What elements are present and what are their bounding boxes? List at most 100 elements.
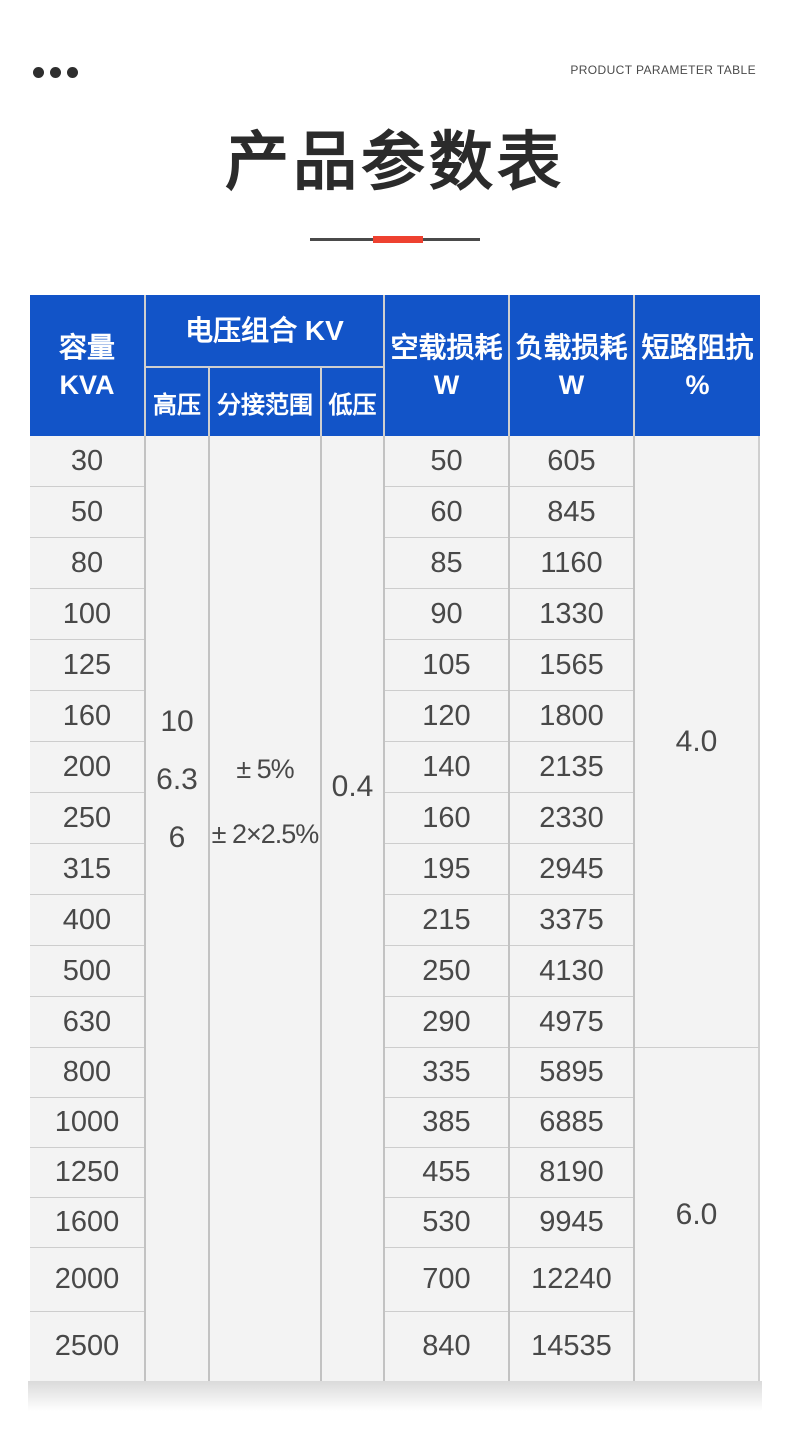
no-load-loss-cell: 140 xyxy=(385,742,508,793)
capacity-cell: 125 xyxy=(30,640,144,691)
column-header-capacity: 容量 KVA xyxy=(30,295,146,436)
load-loss-cell: 1160 xyxy=(510,538,633,589)
capacity-cell: 80 xyxy=(30,538,144,589)
no-load-loss-cell: 840 xyxy=(422,1330,471,1362)
no-load-loss-cell: 290 xyxy=(385,997,508,1048)
column-header-capacity-line1: 容量 xyxy=(58,331,115,363)
load-loss-cell: 8190 xyxy=(510,1148,633,1198)
tap-range-value: ± 2×2.5% xyxy=(211,819,320,849)
load-loss-cell: 845 xyxy=(510,487,633,538)
column-header-load-loss-line1: 负载损耗 xyxy=(515,331,628,363)
capacity-cell: 1250 xyxy=(30,1148,144,1198)
table-bottom-shadow xyxy=(28,1381,762,1411)
no-load-loss-cell: 215 xyxy=(385,895,508,946)
divider-red-accent xyxy=(373,236,423,243)
load-loss-cell: 4975 xyxy=(510,997,633,1048)
capacity-column: 30 50 80 100 125 160 200 250 315 400 500 630 800 1000… xyxy=(30,436,146,1381)
capacity-cell: 160 xyxy=(30,691,144,742)
no-load-loss-cell: 455 xyxy=(385,1148,508,1198)
load-loss-cell: 12240 xyxy=(510,1248,633,1312)
load-loss-cell: 1330 xyxy=(510,589,633,640)
column-header-capacity-line2: KVA xyxy=(59,369,115,400)
capacity-cell: 1600 xyxy=(30,1198,144,1248)
column-header-short-circuit-impedance: 短路阻抗 % xyxy=(635,295,760,436)
no-load-loss-cell: 250 xyxy=(385,946,508,997)
no-load-loss-cell: 120 xyxy=(385,691,508,742)
capacity-cell: 50 xyxy=(30,487,144,538)
column-header-no-load-loss: 空载损耗 W xyxy=(385,295,510,436)
load-loss-cell: 2330 xyxy=(510,793,633,844)
column-header-low-voltage-label: 低压 xyxy=(328,391,377,419)
column-header-voltage-combination-label: 电压组合 KV xyxy=(185,314,344,346)
column-header-short-circuit-impedance-line1: 短路阻抗 xyxy=(641,331,754,363)
capacity-cell: 800 xyxy=(30,1048,144,1098)
column-header-short-circuit-impedance-line2: % xyxy=(685,369,710,400)
column-header-tap-range-label: 分接范围 xyxy=(217,391,313,419)
column-header-no-load-loss-line2: W xyxy=(433,369,460,400)
capacity-cell: 100 xyxy=(30,589,144,640)
no-load-loss-cell: 530 xyxy=(385,1198,508,1248)
high-voltage-value: 6.3 xyxy=(156,763,198,796)
high-voltage-merged-cell: 10 6.3 6 xyxy=(146,436,210,1381)
high-voltage-value: 6 xyxy=(168,821,186,854)
capacity-cell: 315 xyxy=(30,844,144,895)
column-header-no-load-loss-line1: 空载损耗 xyxy=(390,331,503,363)
load-loss-cell: 1565 xyxy=(510,640,633,691)
no-load-loss-cell: 60 xyxy=(385,487,508,538)
load-loss-cell: 2945 xyxy=(510,844,633,895)
no-load-loss-cell: 195 xyxy=(385,844,508,895)
high-voltage-value: 10 xyxy=(160,705,194,738)
column-header-voltage-combination: 电压组合 KV xyxy=(146,295,385,368)
capacity-cell: 1000 xyxy=(30,1098,144,1148)
load-loss-cell: 605 xyxy=(510,436,633,487)
capacity-cell: 400 xyxy=(30,895,144,946)
capacity-cell: 500 xyxy=(30,946,144,997)
capacity-cell: 2500 xyxy=(54,1330,120,1362)
load-loss-cell: 5895 xyxy=(510,1048,633,1098)
dot-icon xyxy=(50,67,61,78)
impedance-merged-cell-bottom: 6.0 xyxy=(635,1048,760,1381)
column-header-high-voltage: 高压 xyxy=(146,368,210,436)
no-load-loss-cell: 50 xyxy=(385,436,508,487)
no-load-loss-cell: 105 xyxy=(385,640,508,691)
tap-range-value: ± 5% xyxy=(236,754,294,784)
tap-range-values: ± 5% ± 2×2.5% xyxy=(210,436,320,867)
no-load-loss-cell: 385 xyxy=(385,1098,508,1148)
no-load-loss-column: 50 60 85 90 105 120 140 160 195 215 250 290 335 385 45… xyxy=(385,436,510,1381)
load-loss-cell: 6885 xyxy=(510,1098,633,1148)
load-loss-column: 605 845 1160 1330 1565 1800 2135 2330 2945 3375 41… xyxy=(510,436,635,1381)
no-load-loss-cell: 90 xyxy=(385,589,508,640)
no-load-loss-cell: 85 xyxy=(385,538,508,589)
low-voltage-merged-cell: 0.4 xyxy=(322,436,385,1381)
capacity-cell: 200 xyxy=(30,742,144,793)
column-header-load-loss: 负载损耗 W xyxy=(510,295,635,436)
no-load-loss-cell: 160 xyxy=(385,793,508,844)
column-header-load-loss-line2: W xyxy=(558,369,585,400)
dot-icon xyxy=(33,67,44,78)
capacity-cell: 2000 xyxy=(30,1248,144,1312)
column-header-high-voltage-label: 高压 xyxy=(153,391,201,419)
impedance-merged-cell-top: 4.0 xyxy=(635,436,760,1048)
load-loss-cell: 3375 xyxy=(510,895,633,946)
capacity-cell: 250 xyxy=(30,793,144,844)
page-title: 产品参数表 xyxy=(225,126,565,198)
low-voltage-value: 0.4 xyxy=(331,770,374,803)
column-header-tap-range: 分接范围 xyxy=(210,368,322,436)
title-divider xyxy=(0,230,790,250)
load-loss-cell: 2135 xyxy=(510,742,633,793)
load-loss-cell: 4130 xyxy=(510,946,633,997)
menu-dots-icon xyxy=(33,67,78,78)
capacity-cell: 30 xyxy=(30,436,144,487)
top-right-label: PRODUCT PARAMETER TABLE xyxy=(570,63,756,77)
tap-range-merged-cell: ± 5% ± 2×2.5% xyxy=(210,436,322,1381)
load-loss-cell: 9945 xyxy=(510,1198,633,1248)
load-loss-cell: 1800 xyxy=(510,691,633,742)
no-load-loss-cell: 335 xyxy=(385,1048,508,1098)
high-voltage-values: 10 6.3 6 xyxy=(146,436,208,867)
column-header-low-voltage: 低压 xyxy=(322,368,385,436)
load-loss-cell: 14535 xyxy=(531,1330,612,1362)
dot-icon xyxy=(67,67,78,78)
capacity-cell: 630 xyxy=(30,997,144,1048)
product-parameter-table: 容量 KVA 电压组合 KV 高压 分接范围 低压 空载损耗 W 负载损耗 W … xyxy=(30,295,760,1381)
